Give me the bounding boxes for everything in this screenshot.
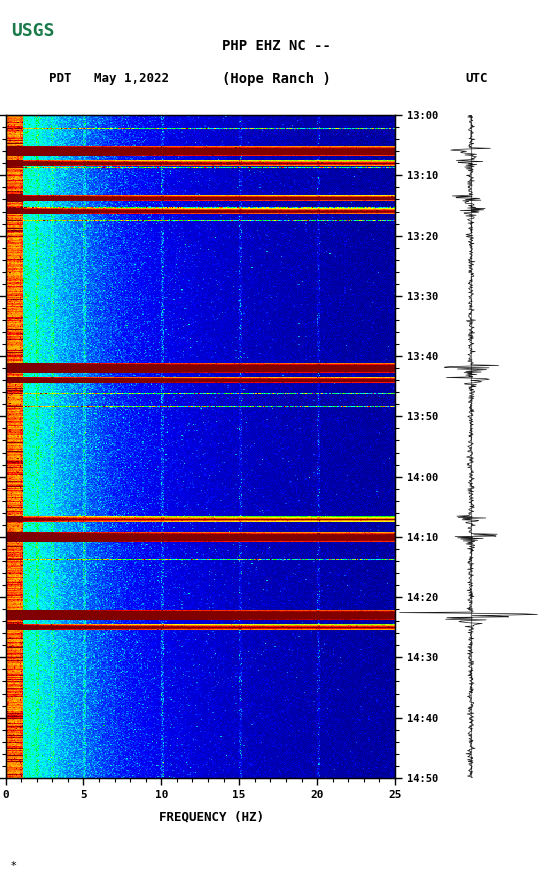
Text: PDT   May 1,2022: PDT May 1,2022 (49, 72, 169, 86)
Text: FREQUENCY (HZ): FREQUENCY (HZ) (158, 810, 264, 823)
Text: (Hope Ranch ): (Hope Ranch ) (221, 72, 331, 87)
Text: UTC: UTC (465, 72, 488, 86)
Text: USGS: USGS (11, 22, 55, 40)
Text: PHP EHZ NC --: PHP EHZ NC -- (221, 39, 331, 54)
Text: *: * (11, 861, 17, 871)
